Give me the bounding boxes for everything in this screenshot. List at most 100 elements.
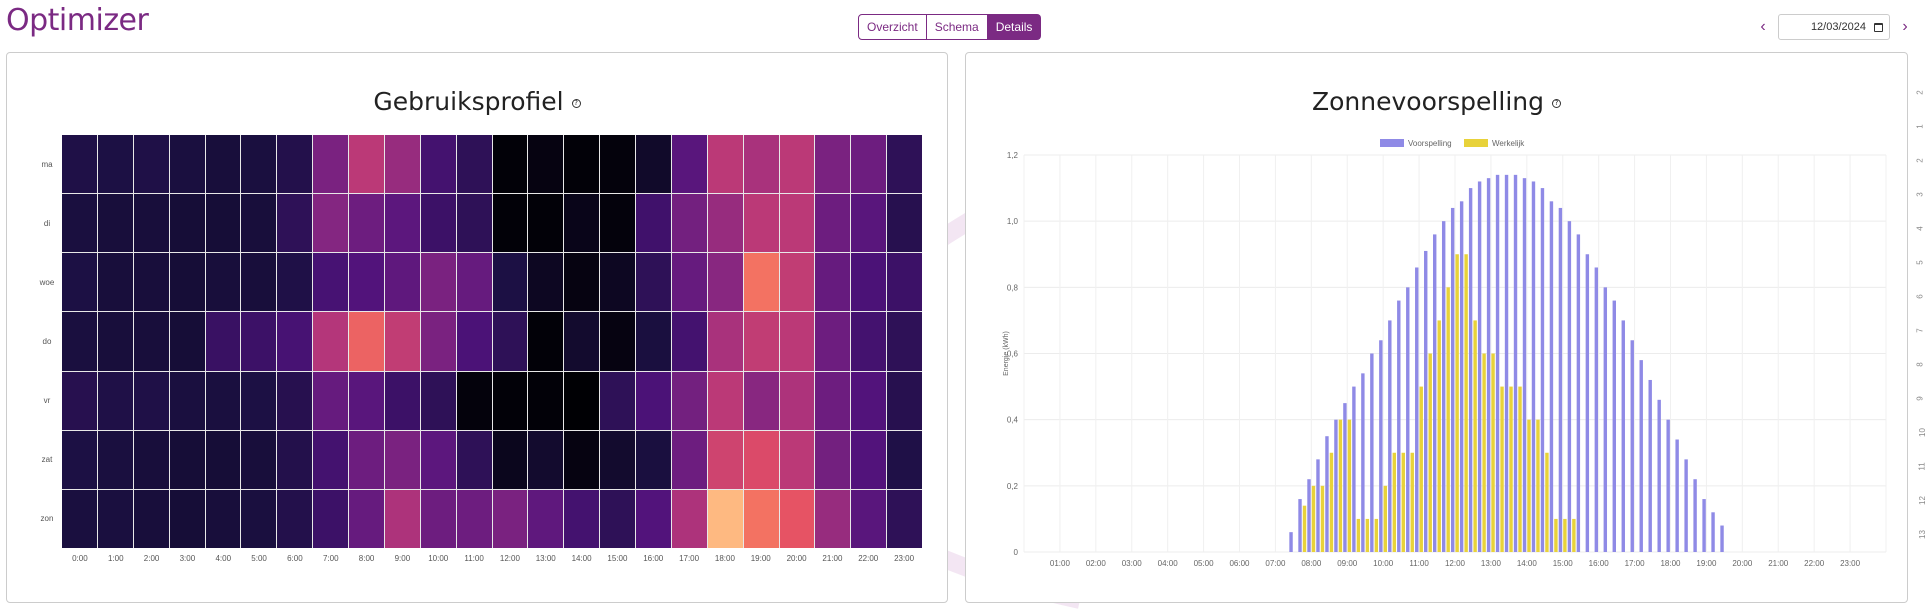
date-input[interactable]: 12/03/2024 — [1778, 14, 1890, 40]
heatmap-cell — [133, 371, 169, 430]
forecast-bar — [1657, 399, 1661, 552]
heatmap-cell — [62, 312, 97, 371]
heatmap-hour-label: 8:00 — [358, 554, 375, 563]
heatmap-cell — [384, 489, 420, 548]
heatmap-cell — [564, 312, 600, 371]
heatmap-cell — [133, 312, 169, 371]
heatmap-cell — [707, 489, 743, 548]
heatmap-cell — [349, 312, 384, 371]
heatmap-cell — [169, 135, 205, 194]
help-icon[interactable]: ? — [571, 98, 581, 108]
heatmap-cell — [205, 253, 241, 312]
heatmap-cell — [671, 371, 707, 430]
actual-bar — [1410, 452, 1414, 552]
heatmap-cell — [241, 430, 277, 489]
x-tick-label: 13:00 — [1481, 559, 1502, 568]
heatmap-hour-label: 16:00 — [643, 554, 664, 563]
actual-bar — [1347, 419, 1352, 552]
forecast-bar — [1666, 419, 1670, 552]
heatmap-hour-label: 11:00 — [464, 554, 484, 563]
heatmap-cell — [97, 135, 133, 194]
chevron-right-icon[interactable]: › — [1902, 18, 1908, 35]
heatmap-day-label: zat — [41, 454, 53, 464]
solar-forecast-panel: Zonnevoorspelling? 0 0,2 0,4 0,6 0,8 1,0 1,2 01… — [965, 52, 1908, 603]
heatmap-cell — [636, 194, 671, 253]
heatmap-hour-label: 7:00 — [322, 554, 339, 563]
scale-label: 7 — [1915, 328, 1925, 333]
heatmap-cell — [62, 253, 97, 312]
solar-title-text: Zonnevoorspelling — [1312, 87, 1544, 116]
heatmap-cell — [133, 489, 169, 548]
heatmap-cell — [169, 371, 205, 430]
x-tick-label: 02:00 — [1086, 559, 1107, 568]
heatmap-day-label: ma — [41, 159, 53, 169]
heatmap-hour-label: 13:00 — [535, 554, 556, 563]
tab-schema[interactable]: Schema — [926, 14, 988, 40]
x-tick-label: 09:00 — [1337, 559, 1358, 568]
heatmap-cell — [492, 194, 528, 253]
heatmap-cell — [600, 430, 635, 489]
heatmap-cell — [528, 253, 564, 312]
scale-label: 2 — [1915, 90, 1925, 95]
actual-bar — [1464, 254, 1468, 552]
app-title: Optimizer — [6, 3, 149, 38]
heatmap-hour-label: 15:00 — [607, 554, 628, 563]
heatmap-cell — [241, 194, 277, 253]
heatmap-cell — [492, 430, 528, 489]
heatmap-cell — [313, 371, 348, 430]
heatmap-cell — [384, 253, 420, 312]
heatmap-hour-label: 21:00 — [822, 554, 843, 563]
heatmap-cell — [707, 312, 743, 371]
x-tick-label: 18:00 — [1660, 559, 1681, 568]
forecast-bar — [1576, 234, 1581, 552]
actual-bar — [1446, 287, 1450, 552]
x-tick-label: 06:00 — [1229, 559, 1250, 568]
heatmap-cell — [492, 371, 528, 430]
chevron-left-icon[interactable]: ‹ — [1760, 18, 1766, 35]
forecast-bar — [1675, 439, 1679, 552]
heatmap-day-label: di — [43, 218, 51, 228]
right-scale — [1912, 52, 1929, 611]
scale-label: 3 — [1915, 192, 1925, 197]
calendar-icon[interactable] — [1874, 22, 1883, 32]
heatmap-cell — [815, 253, 851, 312]
heatmap-cell — [671, 430, 707, 489]
forecast-bar — [1325, 436, 1329, 552]
heatmap-hour-label: 12:00 — [499, 554, 520, 563]
scale-label: 4 — [1915, 226, 1925, 231]
heatmap-cell — [133, 194, 169, 253]
help-icon[interactable]: ? — [1551, 98, 1561, 108]
tab-overzicht[interactable]: Overzicht — [858, 14, 927, 40]
heatmap-cell — [313, 253, 348, 312]
heatmap-cell — [779, 253, 815, 312]
heatmap-cell — [600, 194, 635, 253]
heatmap-cell — [313, 135, 348, 194]
forecast-bar — [1639, 360, 1643, 552]
heatmap-cell — [456, 489, 492, 548]
forecast-bar — [1711, 512, 1715, 552]
actual-bar — [1365, 518, 1370, 552]
y-tick-label: 0,2 — [1007, 482, 1019, 491]
scale-label: 6 — [1915, 294, 1925, 299]
heatmap-cell — [815, 489, 851, 548]
heatmap-cell — [564, 135, 600, 194]
heatmap-cell — [97, 371, 133, 430]
x-tick-label: 22:00 — [1804, 559, 1825, 568]
forecast-bar — [1298, 499, 1302, 552]
forecast-bar — [1361, 373, 1365, 552]
heatmap-cell — [97, 430, 133, 489]
actual-bar — [1482, 353, 1486, 552]
forecast-bar — [1585, 254, 1590, 552]
actual-bar — [1473, 320, 1477, 552]
heatmap-cell — [671, 312, 707, 371]
tab-details[interactable]: Details — [987, 14, 1042, 40]
forecast-bar — [1441, 221, 1446, 552]
actual-bar — [1554, 518, 1558, 552]
heatmap-cell — [97, 489, 133, 548]
scale-label: 8 — [1915, 362, 1925, 367]
actual-bar — [1320, 485, 1325, 552]
usage-profile-panel: Gebruiksprofiel? ma di woe do vr zat zon 0:00 1:… — [6, 52, 948, 603]
forecast-bar — [1397, 300, 1401, 552]
forecast-bar — [1612, 300, 1616, 552]
heatmap-day-label: vr — [43, 395, 51, 405]
